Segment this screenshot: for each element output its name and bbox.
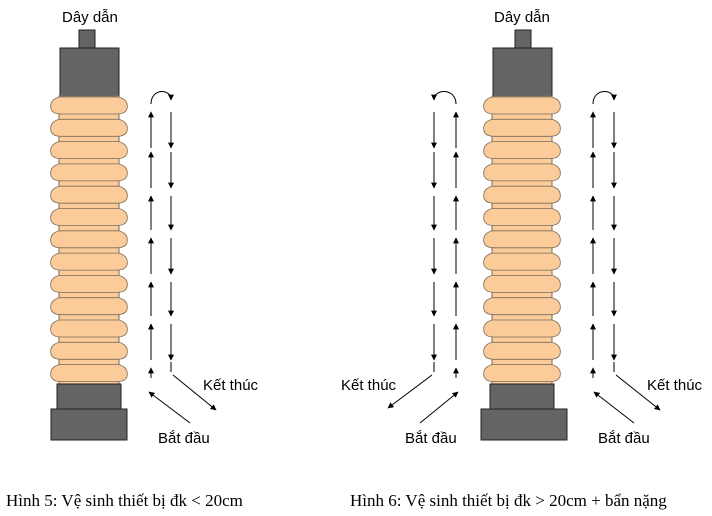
figure5-entry-arrow <box>148 391 191 424</box>
figure6-caption: Hình 6: Vệ sinh thiết bị đk > 20cm + bẩn… <box>350 491 667 510</box>
figure6-sheds <box>483 95 561 387</box>
figure5-sheds <box>50 95 128 387</box>
figure5-top-turn-arrow <box>150 91 174 105</box>
figure5-shed <box>50 341 128 360</box>
figure6-shed <box>483 319 561 338</box>
figure5-shed <box>50 96 128 115</box>
figure6-shed <box>483 208 561 226</box>
figure5-end-label: Kết thúc <box>203 377 259 394</box>
figure6-base-lower <box>480 408 568 441</box>
figure5-shed <box>50 319 128 338</box>
figure5-shed <box>50 163 128 182</box>
figure6-conductor-label: Dây dẫn <box>494 9 550 26</box>
figure5-conductor-label: Dây dẫn <box>62 9 118 26</box>
figure6-left-top-turn-arrow <box>431 91 457 105</box>
figure6-shed <box>483 341 561 360</box>
figure5-shed <box>50 118 128 137</box>
figure6-start-label-right: Bắt đầu <box>598 430 650 447</box>
figure5-start-label: Bắt đầu <box>158 430 210 447</box>
figure6-shed <box>483 118 561 137</box>
figure6-end-label-left: Kết thúc <box>341 377 397 394</box>
cleaning-path-arrows <box>148 91 661 424</box>
figure6-shed <box>483 96 561 115</box>
figure5-top-cap <box>59 47 120 98</box>
figure6-top-cap <box>492 47 553 98</box>
figure6-right-top-turn-arrow <box>592 91 617 105</box>
figure6-shed <box>483 163 561 182</box>
figure5-base-lower <box>50 408 128 441</box>
figure5-shed <box>50 230 128 249</box>
figure5-shed <box>50 208 128 226</box>
figure5-shed <box>50 275 128 293</box>
figure5-shed <box>50 297 128 316</box>
figure6-shed <box>483 252 561 271</box>
figure6-start-label-left: Bắt đầu <box>405 430 457 447</box>
figure6-end-label-right: Kết thúc <box>647 377 703 394</box>
figure6-left-entry-arrow <box>419 391 459 424</box>
figure6-right-exit-arrow <box>615 374 661 411</box>
figure5-shed <box>50 252 128 271</box>
figure5-shed <box>50 141 128 159</box>
figure6-shed <box>483 185 561 204</box>
figure6-base-upper <box>489 383 555 411</box>
figure5-shed <box>50 185 128 204</box>
figure6-conductor-stub <box>514 29 532 51</box>
figure6-shed <box>483 364 561 382</box>
figure6-insulator <box>480 29 568 441</box>
figure6-shed <box>483 275 561 293</box>
figure6-shed <box>483 297 561 316</box>
figure6-shed <box>483 230 561 249</box>
figure6-shed <box>483 141 561 159</box>
figure5-insulator <box>50 29 128 441</box>
figure5-shed <box>50 364 128 382</box>
figure5-base-upper <box>56 383 122 411</box>
figure5-caption: Hình 5: Vệ sinh thiết bị đk < 20cm <box>6 491 243 510</box>
figure6-right-entry-arrow <box>593 391 635 424</box>
figure5-conductor-stub <box>78 29 96 51</box>
figure6-left-exit-arrow <box>387 374 433 409</box>
figure5-exit-arrow <box>172 374 217 411</box>
